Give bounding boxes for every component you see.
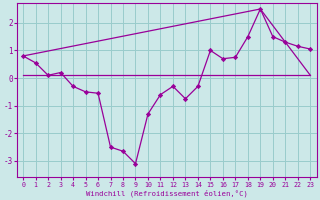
X-axis label: Windchill (Refroidissement éolien,°C): Windchill (Refroidissement éolien,°C) — [86, 189, 248, 197]
